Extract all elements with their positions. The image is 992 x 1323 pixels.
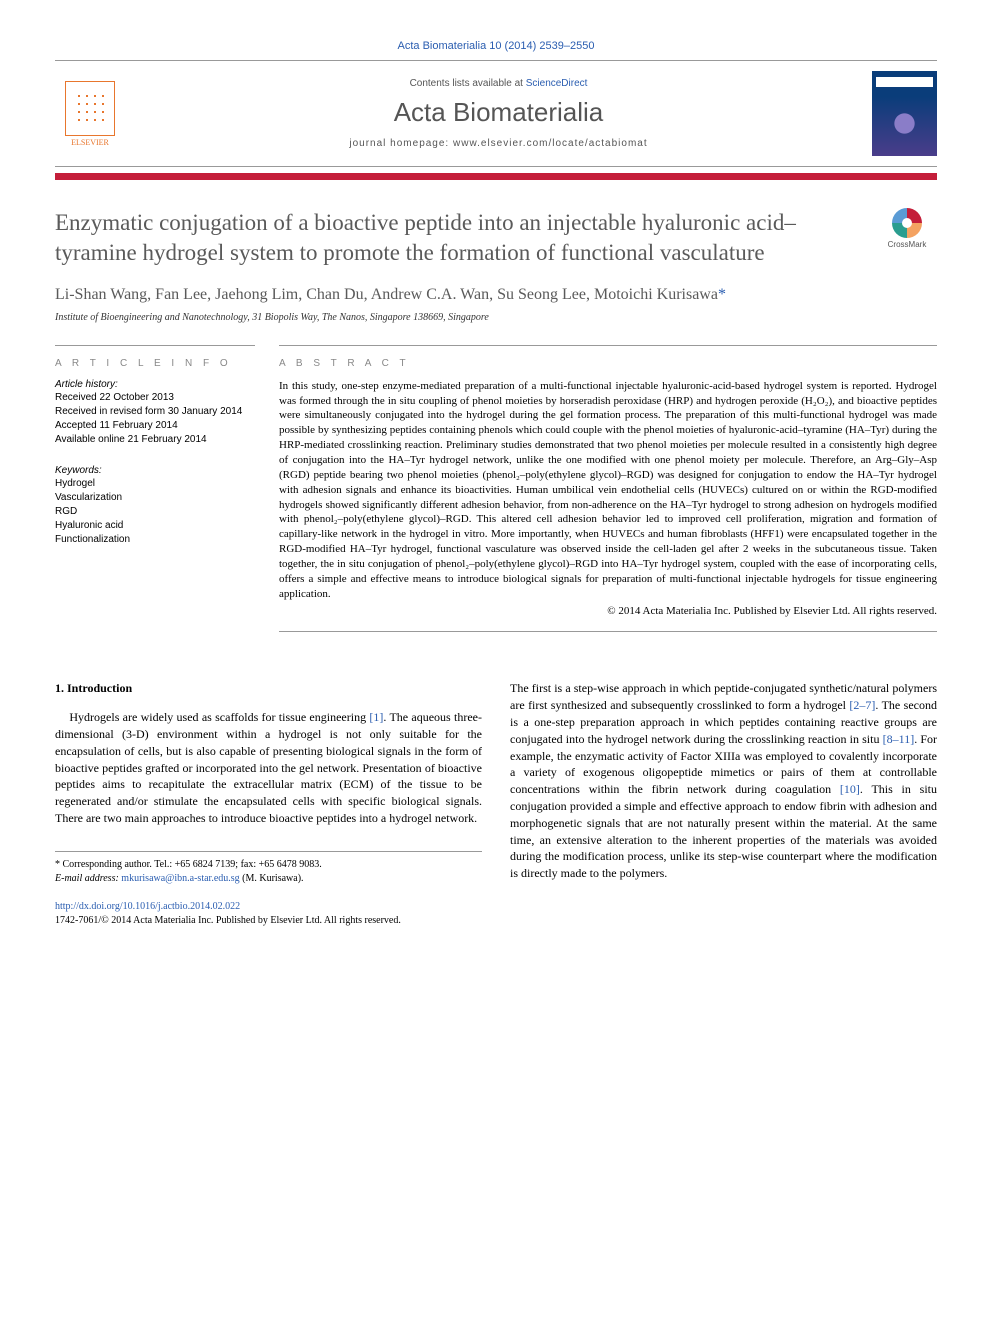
email-label: E-mail address: bbox=[55, 873, 119, 884]
history-item: Received 22 October 2013 bbox=[55, 391, 255, 405]
crossmark-badge[interactable]: CrossMark bbox=[877, 208, 937, 249]
body-paragraph: Hydrogels are widely used as scaffolds f… bbox=[55, 709, 482, 827]
abstract-rule bbox=[279, 631, 937, 632]
keyword-item: Hydrogel bbox=[55, 477, 255, 491]
history-item: Received in revised form 30 January 2014 bbox=[55, 405, 255, 419]
info-abstract-row: A R T I C L E I N F O Article history: R… bbox=[55, 345, 937, 633]
ref-link[interactable]: [10] bbox=[840, 782, 860, 796]
citation-bar: Acta Biomaterialia 10 (2014) 2539–2550 bbox=[55, 40, 937, 52]
footnotes: * Corresponding author. Tel.: +65 6824 7… bbox=[55, 851, 482, 886]
article-title: Enzymatic conjugation of a bioactive pep… bbox=[55, 208, 877, 268]
body-columns: 1. Introduction Hydrogels are widely use… bbox=[55, 680, 937, 885]
ref-link[interactable]: [8–11] bbox=[883, 732, 915, 746]
abstract-text: In this study, one-step enzyme-mediated … bbox=[279, 379, 937, 602]
section-heading: 1. Introduction bbox=[55, 680, 482, 697]
article-info-panel: A R T I C L E I N F O Article history: R… bbox=[55, 345, 255, 633]
article-info-heading: A R T I C L E I N F O bbox=[55, 358, 255, 369]
abstract-panel: A B S T R A C T In this study, one-step … bbox=[279, 345, 937, 633]
keywords-block: Keywords: Hydrogel Vascularization RGD H… bbox=[55, 465, 255, 547]
body-paragraph: The first is a step-wise approach in whi… bbox=[510, 680, 937, 882]
journal-name: Acta Biomaterialia bbox=[125, 97, 872, 128]
keywords-label: Keywords: bbox=[55, 465, 255, 476]
issn-copyright: 1742-7061/© 2014 Acta Materialia Inc. Pu… bbox=[55, 914, 937, 928]
homepage-url[interactable]: www.elsevier.com/locate/actabiomat bbox=[453, 138, 648, 149]
title-row: Enzymatic conjugation of a bioactive pep… bbox=[55, 208, 937, 268]
history-item: Accepted 11 February 2014 bbox=[55, 419, 255, 433]
doi-link[interactable]: http://dx.doi.org/10.1016/j.actbio.2014.… bbox=[55, 901, 240, 912]
publisher-name: ELSEVIER bbox=[71, 138, 109, 147]
page-container: Acta Biomaterialia 10 (2014) 2539–2550 E… bbox=[0, 0, 992, 958]
abstract-copyright: © 2014 Acta Materialia Inc. Published by… bbox=[279, 605, 937, 617]
corr-text: Corresponding author. Tel.: +65 6824 713… bbox=[63, 859, 322, 870]
contents-prefix: Contents lists available at bbox=[410, 78, 526, 89]
keyword-item: RGD bbox=[55, 505, 255, 519]
history-label: Article history: bbox=[55, 379, 255, 390]
elsevier-tree-icon bbox=[65, 81, 115, 136]
column-right: The first is a step-wise approach in whi… bbox=[510, 680, 937, 885]
section-title: Introduction bbox=[67, 681, 132, 695]
corresponding-mark: * bbox=[718, 286, 726, 303]
red-accent-bar bbox=[55, 173, 937, 180]
elsevier-logo: ELSEVIER bbox=[55, 74, 125, 154]
header-center: Contents lists available at ScienceDirec… bbox=[125, 78, 872, 149]
keyword-item: Hyaluronic acid bbox=[55, 519, 255, 533]
email-person: (M. Kurisawa). bbox=[242, 873, 303, 884]
journal-cover-thumbnail bbox=[872, 71, 937, 156]
column-left: 1. Introduction Hydrogels are widely use… bbox=[55, 680, 482, 885]
crossmark-label: CrossMark bbox=[888, 240, 927, 249]
homepage-prefix: journal homepage: bbox=[349, 138, 453, 149]
email-footnote: E-mail address: mkurisawa@ibn.a-star.edu… bbox=[55, 872, 482, 886]
authors-text: Li-Shan Wang, Fan Lee, Jaehong Lim, Chan… bbox=[55, 286, 718, 303]
affiliation: Institute of Bioengineering and Nanotech… bbox=[55, 312, 937, 323]
history-item: Available online 21 February 2014 bbox=[55, 433, 255, 447]
contents-line: Contents lists available at ScienceDirec… bbox=[125, 78, 872, 89]
author-list: Li-Shan Wang, Fan Lee, Jaehong Lim, Chan… bbox=[55, 286, 937, 304]
footer-meta: http://dx.doi.org/10.1016/j.actbio.2014.… bbox=[55, 900, 937, 928]
ref-link[interactable]: [1] bbox=[369, 710, 383, 724]
sciencedirect-link[interactable]: ScienceDirect bbox=[526, 78, 588, 89]
keyword-item: Functionalization bbox=[55, 533, 255, 547]
section-number: 1. bbox=[55, 681, 64, 695]
crossmark-icon bbox=[892, 208, 922, 238]
ref-link[interactable]: [2–7] bbox=[849, 698, 875, 712]
corr-symbol: * bbox=[55, 859, 60, 870]
homepage-line: journal homepage: www.elsevier.com/locat… bbox=[125, 138, 872, 149]
journal-header: ELSEVIER Contents lists available at Sci… bbox=[55, 60, 937, 167]
corr-footnote: * Corresponding author. Tel.: +65 6824 7… bbox=[55, 858, 482, 872]
abstract-heading: A B S T R A C T bbox=[279, 358, 937, 369]
corr-email-link[interactable]: mkurisawa@ibn.a-star.edu.sg bbox=[121, 873, 239, 884]
keyword-item: Vascularization bbox=[55, 491, 255, 505]
